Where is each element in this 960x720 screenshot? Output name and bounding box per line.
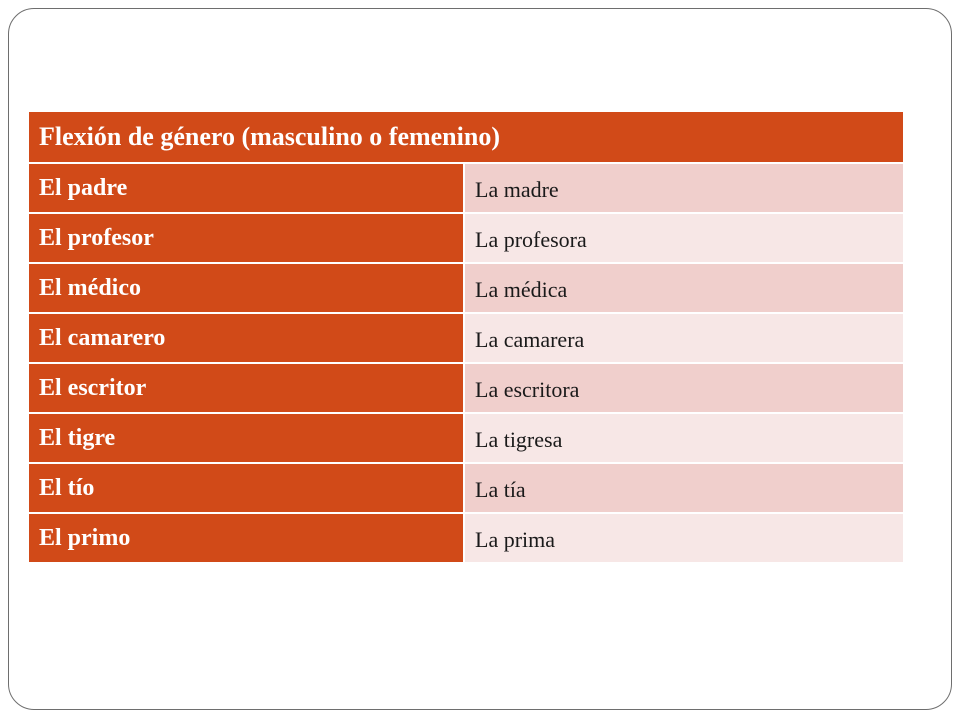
feminine-cell: La médica xyxy=(465,264,903,314)
masculine-cell: El escritor xyxy=(29,364,465,414)
feminine-cell: La profesora xyxy=(465,214,903,264)
table-row: El profesor La profesora xyxy=(29,214,903,264)
table-row: El escritor La escritora xyxy=(29,364,903,414)
masculine-cell: El padre xyxy=(29,164,465,214)
table-row: El tío La tía xyxy=(29,464,903,514)
table-row: El primo La prima xyxy=(29,514,903,564)
masculine-cell: El tigre xyxy=(29,414,465,464)
table-row: El camarero La camarera xyxy=(29,314,903,364)
table-row: El tigre La tigresa xyxy=(29,414,903,464)
feminine-cell: La prima xyxy=(465,514,903,564)
feminine-cell: La camarera xyxy=(465,314,903,364)
gender-inflection-table: Flexión de género (masculino o femenino)… xyxy=(29,112,903,564)
feminine-cell: La tigresa xyxy=(465,414,903,464)
table-header: Flexión de género (masculino o femenino) xyxy=(29,112,903,164)
slide-frame: Flexión de género (masculino o femenino)… xyxy=(8,8,952,710)
masculine-cell: El camarero xyxy=(29,314,465,364)
table-row: El padre La madre xyxy=(29,164,903,214)
masculine-cell: El primo xyxy=(29,514,465,564)
feminine-cell: La madre xyxy=(465,164,903,214)
feminine-cell: La tía xyxy=(465,464,903,514)
masculine-cell: El profesor xyxy=(29,214,465,264)
table-header-row: Flexión de género (masculino o femenino) xyxy=(29,112,903,164)
feminine-cell: La escritora xyxy=(465,364,903,414)
masculine-cell: El tío xyxy=(29,464,465,514)
table-row: El médico La médica xyxy=(29,264,903,314)
masculine-cell: El médico xyxy=(29,264,465,314)
